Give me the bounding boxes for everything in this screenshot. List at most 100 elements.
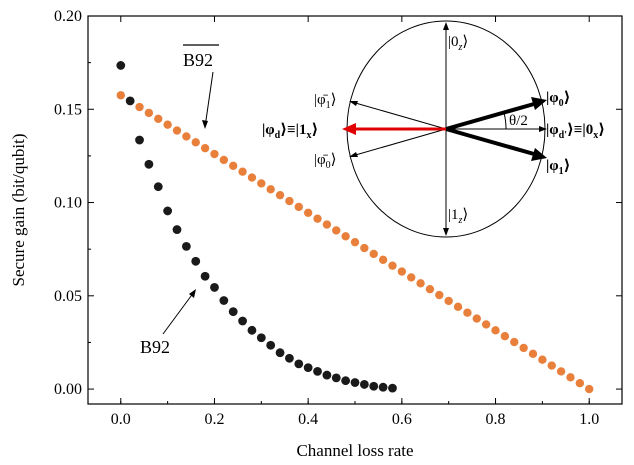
b92-bar-point <box>481 320 491 329</box>
phi-d-prime-arrowhead <box>539 126 547 132</box>
series-b92 <box>116 61 397 393</box>
y-tick-label: 0.20 <box>54 8 82 25</box>
b92-bar-point <box>144 108 154 118</box>
b92-point <box>294 359 304 369</box>
b92-bar-point <box>500 331 510 341</box>
b92-bar-point <box>528 349 538 359</box>
x-tick-label: 0.0 <box>111 411 131 428</box>
b92-bar-point <box>135 102 144 112</box>
y-tick-label: 0.00 <box>54 381 82 398</box>
b92-bar-point <box>341 232 350 241</box>
b92-arrowhead <box>189 289 196 298</box>
b92-point <box>238 316 247 326</box>
ket-phi-d: |φd⟩≡|1x⟩ <box>262 122 318 141</box>
b92-point <box>144 159 154 169</box>
b92-point <box>153 182 163 192</box>
b92-point <box>210 283 219 292</box>
b92-bar-point <box>322 220 332 229</box>
x-tick-label: 0.2 <box>204 411 224 428</box>
b92-point <box>191 256 201 266</box>
b92-bar-point <box>538 355 547 364</box>
b92-bar-point <box>472 314 481 323</box>
y-tick-label: 0.15 <box>54 101 82 118</box>
b92-bar-point <box>247 173 257 182</box>
b92-annotation: B92 <box>140 289 196 357</box>
b92-bar-point <box>116 91 125 100</box>
b92-bar-point <box>238 167 247 176</box>
b92-bar-point <box>463 308 472 317</box>
b92-bar-point <box>172 126 182 135</box>
b92-bar-point <box>444 296 453 306</box>
b92-point <box>313 366 322 376</box>
b92-bar-point <box>191 138 200 147</box>
phi0-arrow <box>445 102 535 131</box>
b92-bar-point <box>378 255 388 265</box>
b92-label: B92 <box>140 337 170 357</box>
y-tick-label: 0.10 <box>54 195 82 212</box>
b92-bar-point <box>257 179 266 188</box>
b92bar-annotation: B92 <box>183 44 219 129</box>
b92-bar-point <box>294 202 303 212</box>
b92-point <box>303 363 313 373</box>
b92-point <box>359 380 369 389</box>
x-tick-label: 0.4 <box>298 411 318 428</box>
y-axis-ticks: 0.00 0.05 0.10 0.15 0.20 <box>54 8 622 398</box>
b92-arrow <box>162 291 195 335</box>
y-axis-title: Secure gain (bit/qubit) <box>9 134 28 287</box>
phibar1-arrowhead <box>349 101 358 106</box>
b92-bar-point <box>388 261 397 270</box>
x-tick-label: 0.8 <box>486 411 506 428</box>
z1-arrowhead <box>443 228 449 236</box>
x-axis-title: Channel loss rate <box>296 441 413 460</box>
b92-bar-point <box>407 273 416 282</box>
x-tick-label: 0.6 <box>392 411 412 428</box>
b92-bar-point <box>163 120 172 129</box>
inset-diagram: θ/2 |0z⟩ |1z⟩ |φ̄1⟩ |φ̄0⟩ |φ0⟩ |φ1⟩ |φd⟩… <box>262 20 605 238</box>
b92-bar-point <box>313 214 322 223</box>
b92-bar-point <box>285 196 294 206</box>
b92-point <box>163 206 173 216</box>
ket-phi-d-prime: |φd'⟩≡|0x⟩ <box>546 122 605 141</box>
b92-point <box>172 225 182 234</box>
b92-bar-point <box>425 284 435 294</box>
b92-bar-point <box>303 208 313 217</box>
b92-point <box>116 61 126 70</box>
b92bar-arrowhead <box>202 120 208 129</box>
b92-bar-point <box>332 226 341 235</box>
b92-point <box>388 383 397 393</box>
ket-phi-1: |φ1⟩ <box>546 158 571 177</box>
b92-bar-point <box>397 267 407 276</box>
b92-bar-point <box>266 185 275 194</box>
theta-arc <box>503 112 507 130</box>
b92-point <box>219 296 229 305</box>
b92-bar-point <box>519 343 528 353</box>
b92-bar-point <box>210 149 219 159</box>
y-tick-label: 0.05 <box>54 288 82 305</box>
b92-bar-point <box>435 290 444 300</box>
series-b92-bar <box>116 91 594 394</box>
phi0-arrowhead <box>531 97 547 110</box>
phibar0-arrowhead <box>349 152 358 157</box>
b92-point <box>256 333 266 343</box>
b92-point <box>285 353 294 363</box>
phi1-arrow <box>445 127 535 156</box>
ket-phibar-1: |φ̄1⟩ <box>314 92 337 111</box>
x-tick-label: 1.0 <box>579 411 599 428</box>
b92-bar-point <box>491 326 500 335</box>
b92-point <box>247 325 257 335</box>
phibar1-arrow <box>351 101 447 130</box>
b92-point <box>275 348 285 358</box>
phi-d-arrowhead <box>342 123 356 135</box>
b92-bar-point <box>229 161 238 170</box>
b92-point <box>369 381 379 391</box>
phibar0-arrow <box>351 128 447 157</box>
b92-bar-point <box>510 337 519 347</box>
ket-phibar-0: |φ̄0⟩ <box>314 152 337 171</box>
b92-bar-point <box>575 379 585 388</box>
b92-point <box>125 96 135 106</box>
b92-point <box>378 382 388 392</box>
x-axis-ticks: 0.0 0.2 0.4 0.6 0.8 1.0 <box>111 16 599 428</box>
b92-bar-point <box>275 190 285 200</box>
b92-point <box>331 373 341 383</box>
b92-bar-point <box>182 132 191 141</box>
